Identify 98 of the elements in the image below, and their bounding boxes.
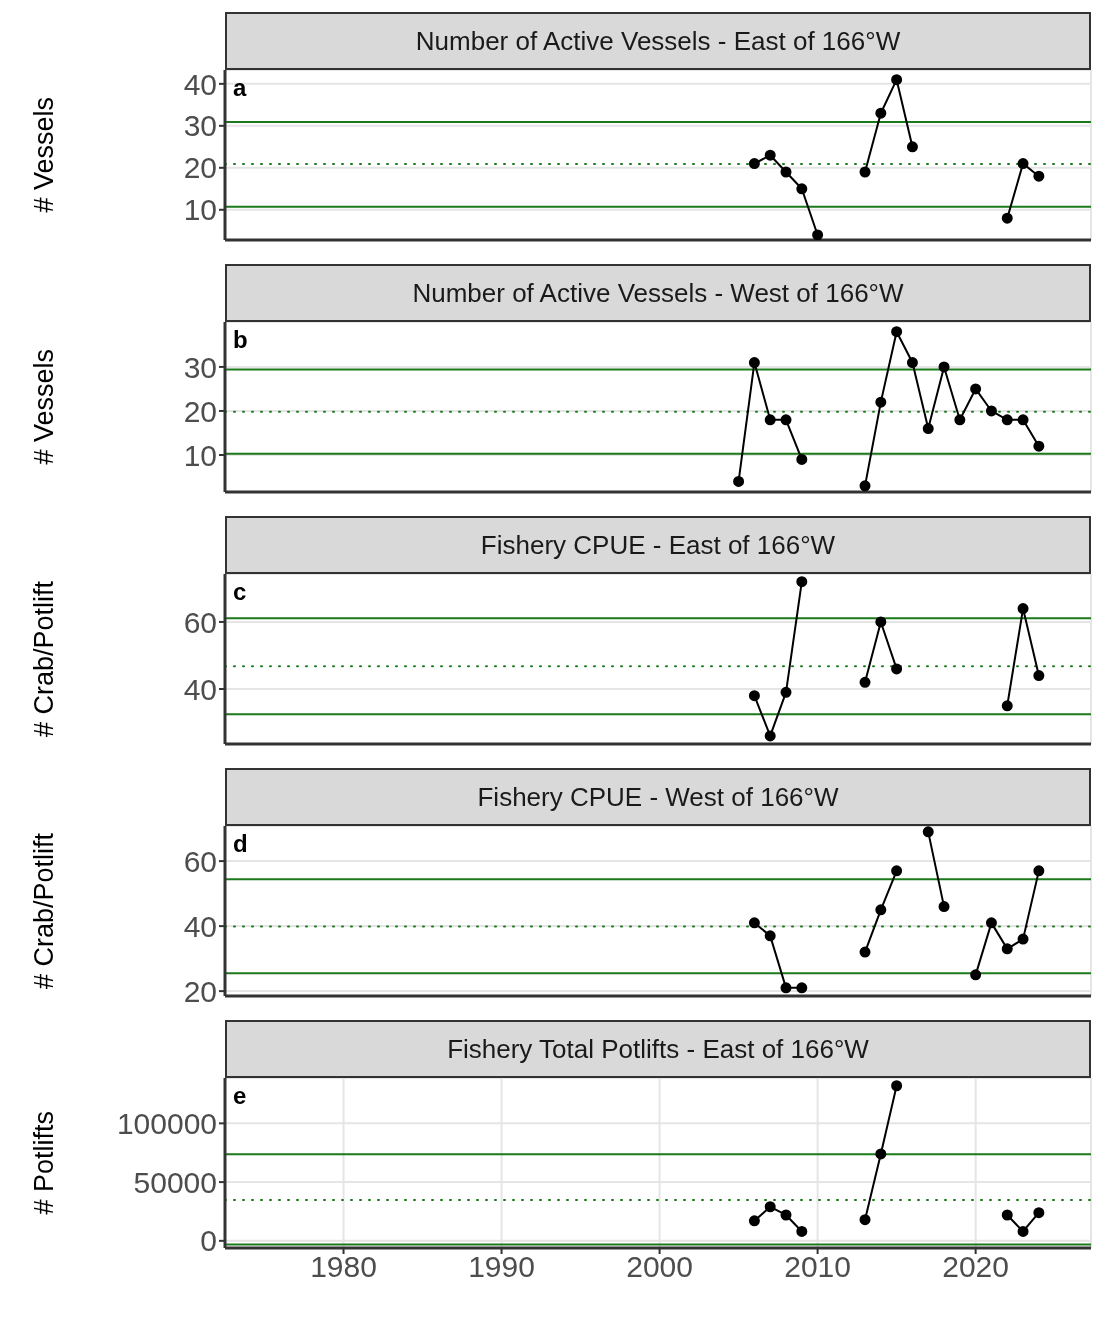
- point: [748, 917, 760, 929]
- point: [1017, 414, 1029, 426]
- point: [1017, 933, 1029, 945]
- point: [875, 107, 887, 119]
- point: [1001, 700, 1013, 712]
- y-tick-label: 60: [183, 605, 217, 639]
- point: [906, 141, 918, 153]
- point: [922, 423, 934, 435]
- y-tick-label: 100000: [116, 1107, 217, 1140]
- point: [748, 158, 760, 170]
- point: [796, 453, 808, 465]
- point: [891, 1080, 903, 1092]
- point: [985, 917, 997, 929]
- point: [1033, 670, 1045, 682]
- point: [1001, 1209, 1013, 1221]
- point: [780, 982, 792, 994]
- point: [970, 969, 982, 981]
- point: [891, 865, 903, 877]
- point: [1017, 1225, 1029, 1237]
- annotation: d: [233, 830, 248, 858]
- point: [1033, 865, 1045, 877]
- point: [970, 383, 982, 395]
- y-tick-label: 40: [183, 672, 217, 706]
- y-axis-title: # Vessels: [28, 349, 59, 465]
- annotation: e: [233, 1082, 247, 1110]
- point: [875, 616, 887, 628]
- point: [1017, 603, 1029, 615]
- chart-title: Fishery Total Potlifts - East of 166°W: [225, 1020, 1091, 1078]
- y-tick-label: 10: [183, 438, 217, 472]
- y-axis-title: # Crab/Potlift: [28, 832, 59, 990]
- chart-title: Fishery CPUE - East of 166°W: [225, 516, 1091, 574]
- y-axis-title: # Potlifts: [28, 1111, 59, 1215]
- point: [985, 405, 997, 417]
- point: [796, 183, 808, 195]
- x-tick-label: 2010: [784, 1250, 851, 1284]
- point: [796, 1225, 808, 1237]
- point: [1001, 414, 1013, 426]
- point: [733, 475, 745, 487]
- point: [938, 361, 950, 373]
- y-tick-label: 60: [183, 844, 217, 878]
- x-tick-label: 2000: [626, 1250, 693, 1284]
- point: [764, 414, 776, 426]
- point: [859, 946, 871, 958]
- point: [1033, 440, 1045, 452]
- y-tick-label: 30: [183, 350, 217, 384]
- point: [796, 982, 808, 994]
- point: [764, 730, 776, 742]
- point: [1001, 943, 1013, 955]
- y-tick-label: 20: [183, 974, 217, 1008]
- point: [938, 901, 950, 913]
- annotation: c: [233, 578, 247, 606]
- annotation: a: [233, 74, 247, 102]
- point: [1033, 170, 1045, 182]
- y-tick-label: 0: [200, 1224, 217, 1258]
- y-axis-title: # Vessels: [28, 97, 59, 213]
- point: [891, 326, 903, 338]
- point: [780, 1209, 792, 1221]
- point: [764, 149, 776, 161]
- point: [922, 826, 934, 838]
- point: [859, 166, 871, 178]
- y-tick-label: 50000: [133, 1165, 217, 1199]
- point: [780, 166, 792, 178]
- x-tick-label: 1980: [310, 1250, 377, 1284]
- point: [748, 1215, 760, 1227]
- y-tick-label: 10: [183, 193, 217, 227]
- x-tick-label: 1990: [468, 1250, 535, 1284]
- y-tick-label: 40: [183, 909, 217, 943]
- point: [1033, 1207, 1045, 1219]
- point: [859, 1214, 871, 1226]
- point: [859, 480, 871, 492]
- point: [891, 74, 903, 86]
- y-tick-label: 30: [183, 109, 217, 143]
- point: [780, 414, 792, 426]
- point: [812, 229, 824, 240]
- point: [796, 576, 808, 588]
- y-tick-label: 20: [183, 394, 217, 428]
- x-tick-label: 2020: [942, 1250, 1010, 1284]
- point: [891, 663, 903, 675]
- point: [906, 357, 918, 369]
- point: [954, 414, 966, 426]
- chart-title: Fishery CPUE - West of 166°W: [225, 768, 1091, 826]
- point: [1001, 212, 1013, 224]
- point: [875, 396, 887, 408]
- y-axis-title: # Crab/Potlift: [28, 580, 59, 738]
- point: [748, 690, 760, 702]
- chart-title: Number of Active Vessels - West of 166°W: [225, 264, 1091, 322]
- point: [875, 1148, 887, 1160]
- point: [875, 904, 887, 916]
- point: [1017, 158, 1029, 170]
- point: [780, 686, 792, 698]
- annotation: b: [233, 326, 248, 354]
- y-tick-label: 40: [183, 67, 217, 101]
- point: [764, 1201, 776, 1213]
- chart-title: Number of Active Vessels - East of 166°W: [225, 12, 1091, 70]
- y-tick-label: 20: [183, 151, 217, 185]
- point: [748, 357, 760, 369]
- point: [764, 930, 776, 942]
- point: [859, 676, 871, 688]
